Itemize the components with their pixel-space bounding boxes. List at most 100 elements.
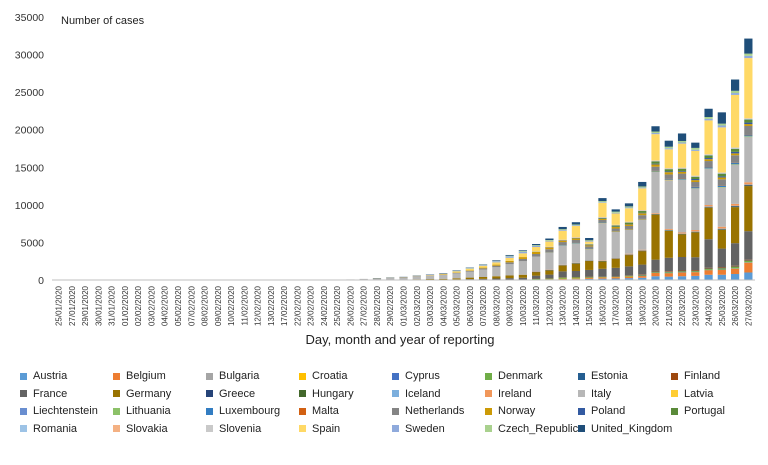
- legend-label: Hungary: [312, 387, 354, 400]
- legend-swatch: [485, 372, 492, 380]
- bar-segment: [691, 272, 700, 276]
- bar-segment: [505, 254, 514, 256]
- bar-segment: [730, 79, 740, 91]
- bar-segment: [704, 120, 713, 155]
- bar-segment: [717, 127, 726, 173]
- x-tick-label: 04/02/2020: [161, 285, 170, 326]
- x-tick-label: 31/01/2020: [108, 285, 117, 326]
- x-tick-label: 29/02/2020: [386, 285, 395, 326]
- bar-segment: [730, 164, 740, 204]
- bar-segment: [518, 250, 527, 252]
- bar-segment: [730, 243, 740, 266]
- bar-segment: [571, 222, 581, 225]
- legend-label: Poland: [591, 405, 626, 417]
- bar-segment: [691, 147, 700, 150]
- legend-label: United_Kingdom: [591, 422, 673, 435]
- bar-segment: [598, 278, 607, 280]
- legend-swatch: [113, 407, 120, 415]
- bar-stacks: [306, 38, 753, 281]
- legend-swatch: [671, 372, 678, 380]
- bar-segment: [717, 185, 726, 187]
- bar-segment: [651, 134, 660, 161]
- bar-segment: [704, 239, 713, 268]
- bar-segment: [558, 240, 567, 243]
- bar-segment: [452, 271, 461, 273]
- bar-segment: [545, 240, 554, 241]
- x-tick-label: 27/02/2020: [360, 285, 369, 326]
- bar-segment: [744, 58, 753, 119]
- legend-item: Spain: [299, 423, 340, 435]
- bar-segment: [730, 268, 740, 274]
- x-tick-label: 21/03/2020: [665, 285, 674, 326]
- legend-label: Belgium: [126, 370, 166, 382]
- y-tick-label: 5000: [21, 237, 45, 249]
- bar-segment: [744, 55, 753, 59]
- legend-label: Bulgaria: [219, 370, 260, 382]
- x-tick-label: 12/02/2020: [254, 285, 263, 326]
- bar-segment: [571, 263, 581, 271]
- legend-item: Belgium: [113, 370, 166, 382]
- legend-swatch: [392, 372, 399, 380]
- x-tick-label: 11/02/2020: [240, 285, 249, 325]
- legend-item: Iceland: [392, 388, 440, 400]
- legend-item: Netherlands: [392, 405, 464, 417]
- x-tick-label: 29/01/2020: [81, 285, 90, 326]
- y-tick-label: 15000: [15, 162, 44, 174]
- x-tick-label: 22/02/2020: [293, 285, 302, 326]
- bar-segment: [465, 270, 474, 272]
- bar-segment: [518, 261, 527, 275]
- legend-item: Sweden: [392, 423, 445, 435]
- bar-segment: [638, 275, 647, 278]
- legend-swatch: [206, 390, 213, 397]
- legend-swatch: [485, 425, 492, 432]
- bar-segment: [717, 248, 726, 268]
- bar-segment: [611, 212, 620, 214]
- bar-segment: [439, 273, 448, 275]
- bar-segment: [532, 245, 541, 246]
- bar-segment: [744, 122, 753, 125]
- bar-segment: [532, 275, 541, 279]
- bar-segment: [532, 251, 541, 255]
- bar-segment: [744, 259, 753, 261]
- bar-segment: [651, 270, 660, 272]
- bar-segment: [744, 53, 753, 56]
- y-tick-label: 0: [38, 275, 44, 287]
- bar-segment: [744, 135, 753, 137]
- x-tick-label: 07/03/2020: [479, 285, 488, 326]
- bar-segment: [677, 179, 687, 233]
- bar-segment: [744, 186, 753, 232]
- bar-segment: [717, 187, 726, 227]
- bar-segment: [505, 255, 514, 257]
- bar-segment: [558, 265, 567, 272]
- legend-item: United_Kingdom: [578, 423, 672, 435]
- legend-label: Finland: [684, 370, 721, 382]
- bar-segment: [691, 182, 700, 187]
- bar-segment: [611, 211, 620, 213]
- legend-item: Croatia: [299, 370, 347, 382]
- bar-segment: [717, 267, 726, 269]
- bar-segment: [558, 277, 567, 279]
- bar-segment: [505, 278, 514, 280]
- bar-segment: [651, 213, 660, 214]
- bar-segment: [677, 272, 687, 277]
- bar-segment: [651, 171, 660, 214]
- bar-segment: [624, 278, 634, 280]
- bar-segment: [545, 241, 554, 247]
- legend-swatch: [578, 425, 585, 432]
- legend-swatch: [20, 407, 27, 415]
- bar-segment: [598, 198, 607, 202]
- bar-segment: [598, 217, 607, 219]
- bar-segment: [545, 278, 554, 280]
- bar-segment: [691, 180, 700, 183]
- legend-label: Sweden: [405, 422, 445, 435]
- bar-segment: [651, 161, 660, 164]
- legend-swatch: [578, 372, 585, 380]
- bar-segment: [465, 268, 474, 269]
- legend-swatch: [206, 425, 213, 432]
- x-tick-label: 09/03/2020: [506, 285, 515, 326]
- x-tick-label: 18/03/2020: [625, 285, 634, 326]
- bar-segment: [611, 227, 620, 229]
- bar-segment: [677, 133, 687, 141]
- bar-segment: [624, 222, 634, 225]
- legend-swatch: [20, 425, 27, 432]
